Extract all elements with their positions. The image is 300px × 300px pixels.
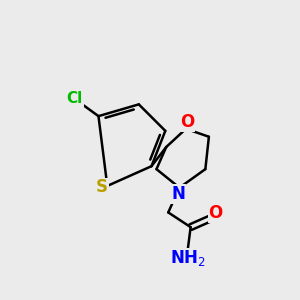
Text: O: O	[208, 204, 223, 222]
Text: N: N	[171, 185, 185, 203]
Text: S: S	[96, 178, 108, 196]
Text: NH$_2$: NH$_2$	[170, 248, 206, 268]
Text: O: O	[180, 113, 194, 131]
Text: Cl: Cl	[67, 91, 83, 106]
